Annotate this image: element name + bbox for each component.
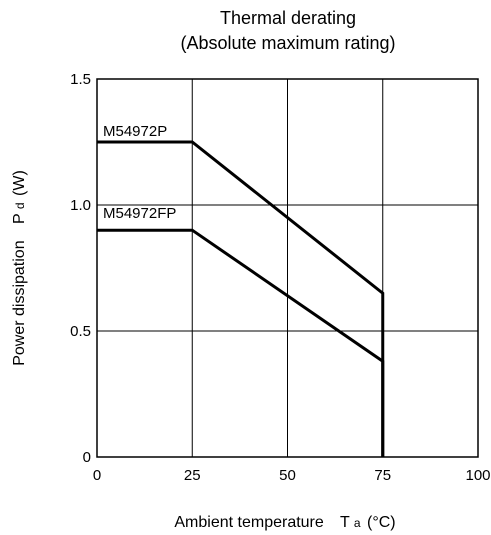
y-tick-label: 0: [83, 449, 91, 466]
y-axis-label-main: Power dissipation: [11, 240, 28, 365]
x-tick-labels: 0 25 50 75 100: [93, 467, 491, 484]
y-tick-label: 1.0: [70, 197, 91, 214]
chart-title: Thermal derating: [220, 8, 356, 28]
y-tick-label: 0.5: [70, 323, 91, 340]
x-axis-label-symbol: T: [340, 514, 350, 531]
grid: [97, 79, 478, 457]
x-axis-label: Ambient temperature T a (°C): [174, 514, 395, 531]
chart-subtitle: (Absolute maximum rating): [180, 33, 395, 53]
y-axis-label-symbol: P: [11, 214, 28, 224]
y-axis-label-subscript: d: [13, 202, 27, 209]
series-line-1: [97, 228, 385, 457]
y-tick-labels: 0 0.5 1.0 1.5: [70, 71, 91, 466]
series-line-0: [97, 140, 385, 457]
series-label-m54972p: M54972P: [103, 123, 167, 140]
x-axis-label-main: Ambient temperature: [174, 514, 324, 531]
y-tick-label: 1.5: [70, 71, 91, 88]
y-axis-label-unit: (W): [11, 170, 28, 196]
x-tick-label: 75: [374, 467, 391, 484]
x-tick-label: 100: [465, 467, 490, 484]
x-axis-label-unit: (°C): [367, 514, 396, 531]
x-tick-label: 50: [279, 467, 296, 484]
x-axis-label-subscript: a: [354, 516, 361, 530]
x-tick-label: 25: [184, 467, 201, 484]
plot-frame: [96, 78, 479, 458]
x-tick-label: 0: [93, 467, 101, 484]
y-axis-label: Power dissipation P d (W): [11, 170, 28, 366]
series-lines: [97, 140, 385, 457]
series-label-m54972fp: M54972FP: [103, 205, 176, 222]
